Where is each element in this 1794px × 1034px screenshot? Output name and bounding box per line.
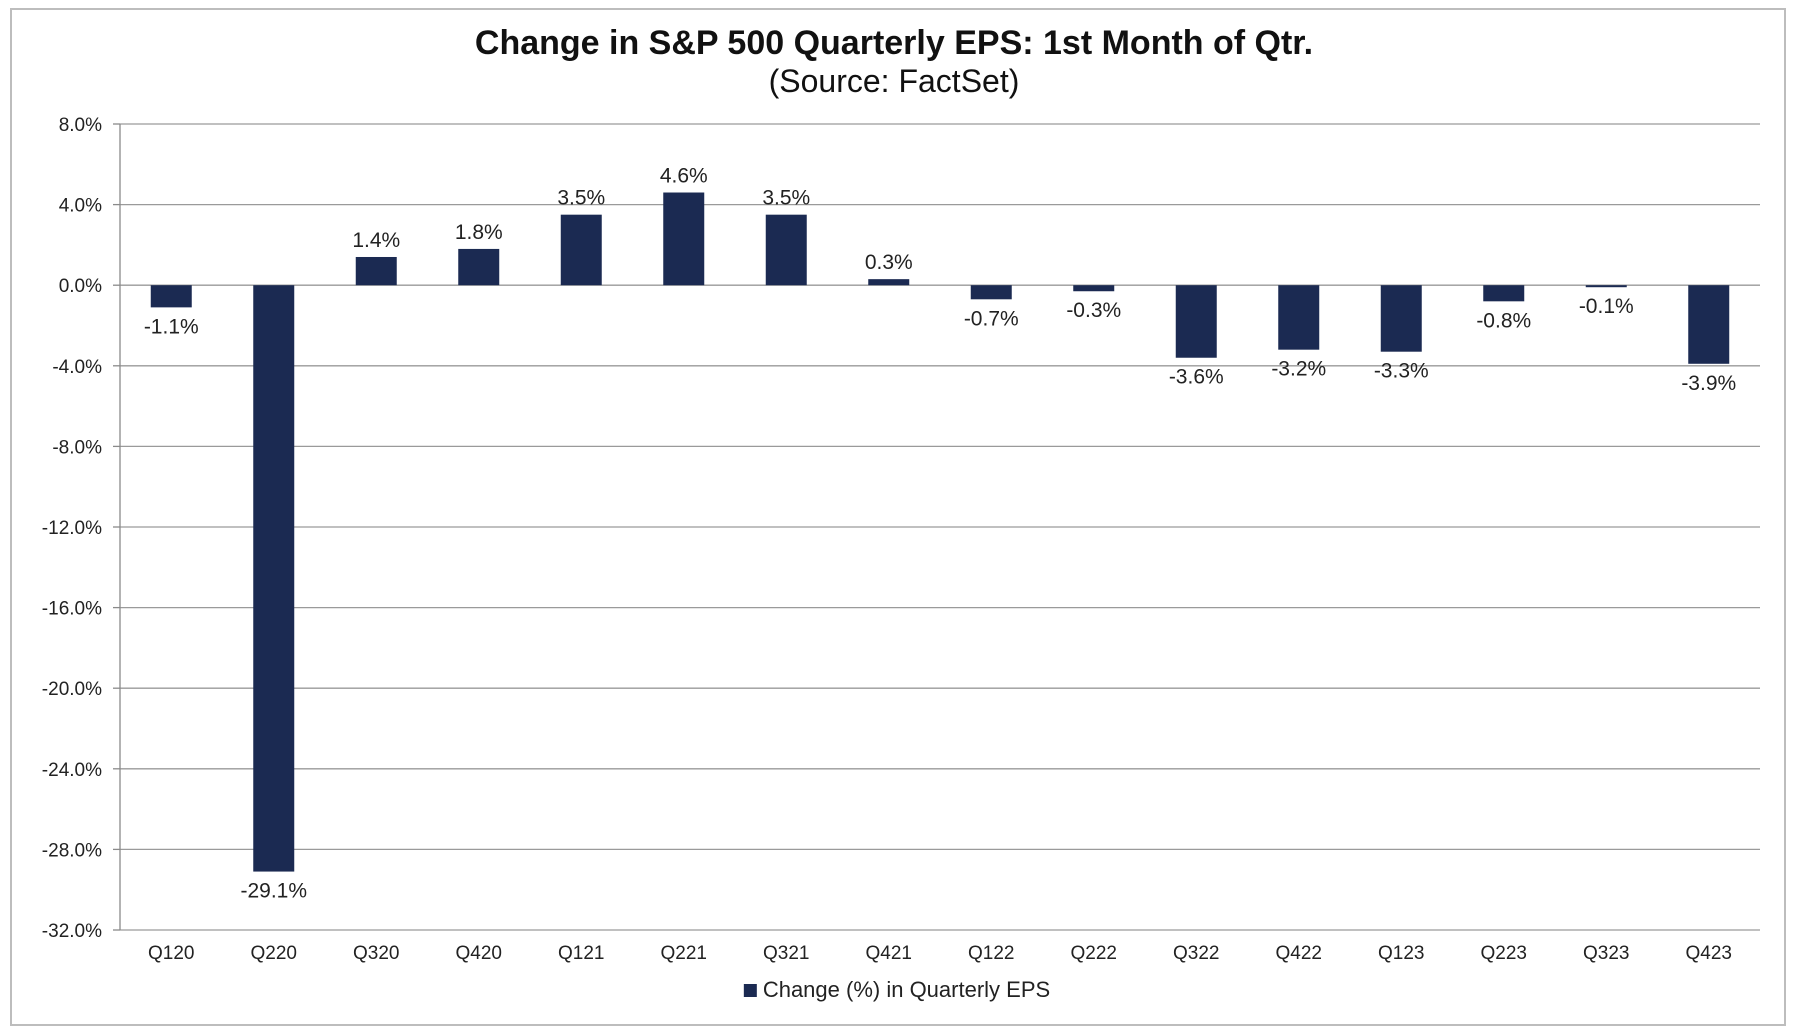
legend: Change (%) in Quarterly EPS <box>743 977 1050 1002</box>
x-tick-label: Q320 <box>353 943 399 964</box>
chart-title: Change in S&P 500 Quarterly EPS: 1st Mon… <box>475 24 1313 62</box>
x-tick-label: Q121 <box>558 943 604 964</box>
x-tick-label: Q421 <box>866 943 912 964</box>
bar <box>663 192 705 286</box>
data-label: -0.7% <box>964 307 1019 330</box>
bar <box>458 248 500 286</box>
bar <box>1380 285 1422 352</box>
chart-subtitle: (Source: FactSet) <box>769 63 1020 99</box>
data-label: -0.8% <box>1476 309 1531 332</box>
y-tick-label: -20.0% <box>42 679 102 700</box>
data-label: -3.9% <box>1681 372 1736 395</box>
data-label: -0.1% <box>1579 295 1634 318</box>
y-tick-label: -12.0% <box>42 518 102 539</box>
bar <box>1073 285 1115 292</box>
x-tick-label: Q221 <box>661 943 707 964</box>
data-label: 4.6% <box>660 165 708 188</box>
y-tick-label: 8.0% <box>59 115 102 136</box>
gridlines <box>120 123 1760 931</box>
data-label: -29.1% <box>240 880 307 903</box>
bar <box>1483 285 1525 302</box>
x-tick-label: Q123 <box>1378 943 1424 964</box>
legend-label: Change (%) in Quarterly EPS <box>763 977 1050 1002</box>
bar <box>970 285 1012 300</box>
data-label: 0.3% <box>865 251 913 274</box>
y-tick-label: -4.0% <box>52 357 102 378</box>
x-tick-label: Q120 <box>148 943 194 964</box>
bar <box>355 256 397 286</box>
data-label: 1.4% <box>352 229 400 252</box>
legend-swatch <box>743 984 757 997</box>
x-tick-label: Q220 <box>251 943 297 964</box>
bar <box>765 214 807 286</box>
x-tick-label: Q223 <box>1481 943 1527 964</box>
y-tick-label: -16.0% <box>42 599 102 620</box>
y-tick-label: -8.0% <box>52 437 102 458</box>
x-tick-label: Q222 <box>1071 943 1117 964</box>
bar <box>560 214 602 286</box>
y-tick-label: -28.0% <box>42 840 102 861</box>
x-axis: Q120 Q220 Q320 Q420 Q121 Q221 Q321 Q421 Q122 Q222… <box>148 943 1732 964</box>
x-tick-label: Q122 <box>968 943 1014 964</box>
data-label: 3.5% <box>557 187 605 210</box>
data-label: -0.3% <box>1066 299 1121 322</box>
x-tick-label: Q321 <box>763 943 809 964</box>
x-tick-label: Q323 <box>1583 943 1629 964</box>
bar <box>1688 285 1730 364</box>
y-tick-label: -32.0% <box>42 921 102 942</box>
data-label: -1.1% <box>144 315 199 338</box>
bar <box>1175 285 1217 358</box>
y-tick-label: 4.0% <box>59 196 102 217</box>
data-label: 3.5% <box>762 187 810 210</box>
data-labels: -1.1% -29.1% 1.4% 1.8% 3.5% 4.6% 3.5% 0.3% -0.7%… <box>144 165 1736 903</box>
y-axis: 8.0% 4.0% 0.0% -4.0% -8.0% -12.0% -16.0% -20.0%… <box>42 115 121 942</box>
bars <box>150 192 1730 872</box>
x-tick-label: Q322 <box>1173 943 1219 964</box>
y-tick-label: 0.0% <box>59 276 102 297</box>
x-tick-label: Q420 <box>456 943 502 964</box>
bar <box>1278 285 1320 350</box>
x-tick-label: Q422 <box>1276 943 1322 964</box>
data-label: -3.3% <box>1374 360 1429 383</box>
data-label: -3.6% <box>1169 366 1224 389</box>
x-tick-label: Q423 <box>1686 943 1732 964</box>
bar <box>1585 285 1627 288</box>
y-tick-label: -24.0% <box>42 760 102 781</box>
bar <box>253 285 295 872</box>
bar <box>868 279 910 286</box>
data-label: -3.2% <box>1271 358 1326 381</box>
bar <box>150 285 192 308</box>
chart-frame <box>10 8 1786 1026</box>
data-label: 1.8% <box>455 221 503 244</box>
